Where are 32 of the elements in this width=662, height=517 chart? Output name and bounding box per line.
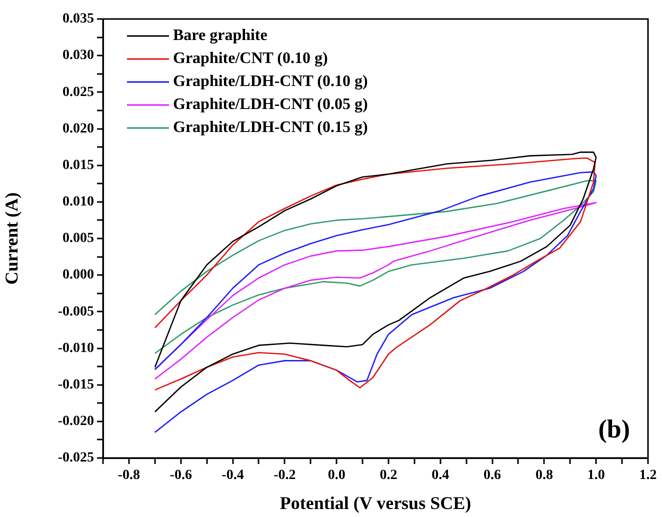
y-tick-label: -0.020 [58, 414, 94, 430]
annotation: (b) [598, 414, 630, 444]
y-tick-label: 0.035 [62, 12, 94, 27]
y-tick-label: 0.000 [62, 268, 94, 283]
x-tick-label: 1.2 [639, 468, 657, 484]
y-tick-label: 0.030 [62, 48, 94, 64]
legend-label: Graphite/LDH-CNT (0.05 g) [173, 96, 368, 114]
legend-label: Graphite/LDH-CNT (0.10 g) [173, 73, 368, 90]
y-tick-label: 0.020 [62, 121, 94, 136]
y-tick-label: -0.005 [58, 304, 94, 320]
legend-label: Graphite/LDH-CNT (0.15 g) [173, 119, 368, 136]
x-tick-label: 0.4 [432, 468, 450, 484]
x-axis-title: Potential (V versus SCE) [280, 492, 472, 513]
y-tick-label: 0.005 [62, 231, 94, 246]
x-tick-label: 0.0 [328, 468, 346, 484]
y-tick-label: 0.015 [62, 158, 94, 173]
y-tick-label: 0.010 [62, 194, 94, 210]
y-tick-label: -0.010 [58, 340, 94, 356]
x-tick-label: -0.4 [222, 468, 244, 484]
y-axis-title: Current (A) [1, 192, 22, 285]
x-tick-label: -0.6 [170, 468, 192, 484]
x-tick-label: 0.2 [380, 468, 398, 484]
y-tick-label: -0.025 [58, 450, 94, 466]
x-tick-label: 0.6 [484, 468, 502, 484]
legend-label: Bare graphite [173, 27, 268, 44]
x-tick-label: -0.2 [274, 468, 296, 484]
x-tick-label: 1.0 [587, 468, 605, 484]
legend-label: Graphite/CNT (0.10 g) [173, 50, 328, 68]
y-tick-label: -0.015 [58, 377, 94, 392]
x-tick-label: -0.8 [118, 468, 140, 484]
y-tick-label: 0.025 [62, 84, 94, 100]
x-tick-label: 0.8 [535, 468, 553, 484]
